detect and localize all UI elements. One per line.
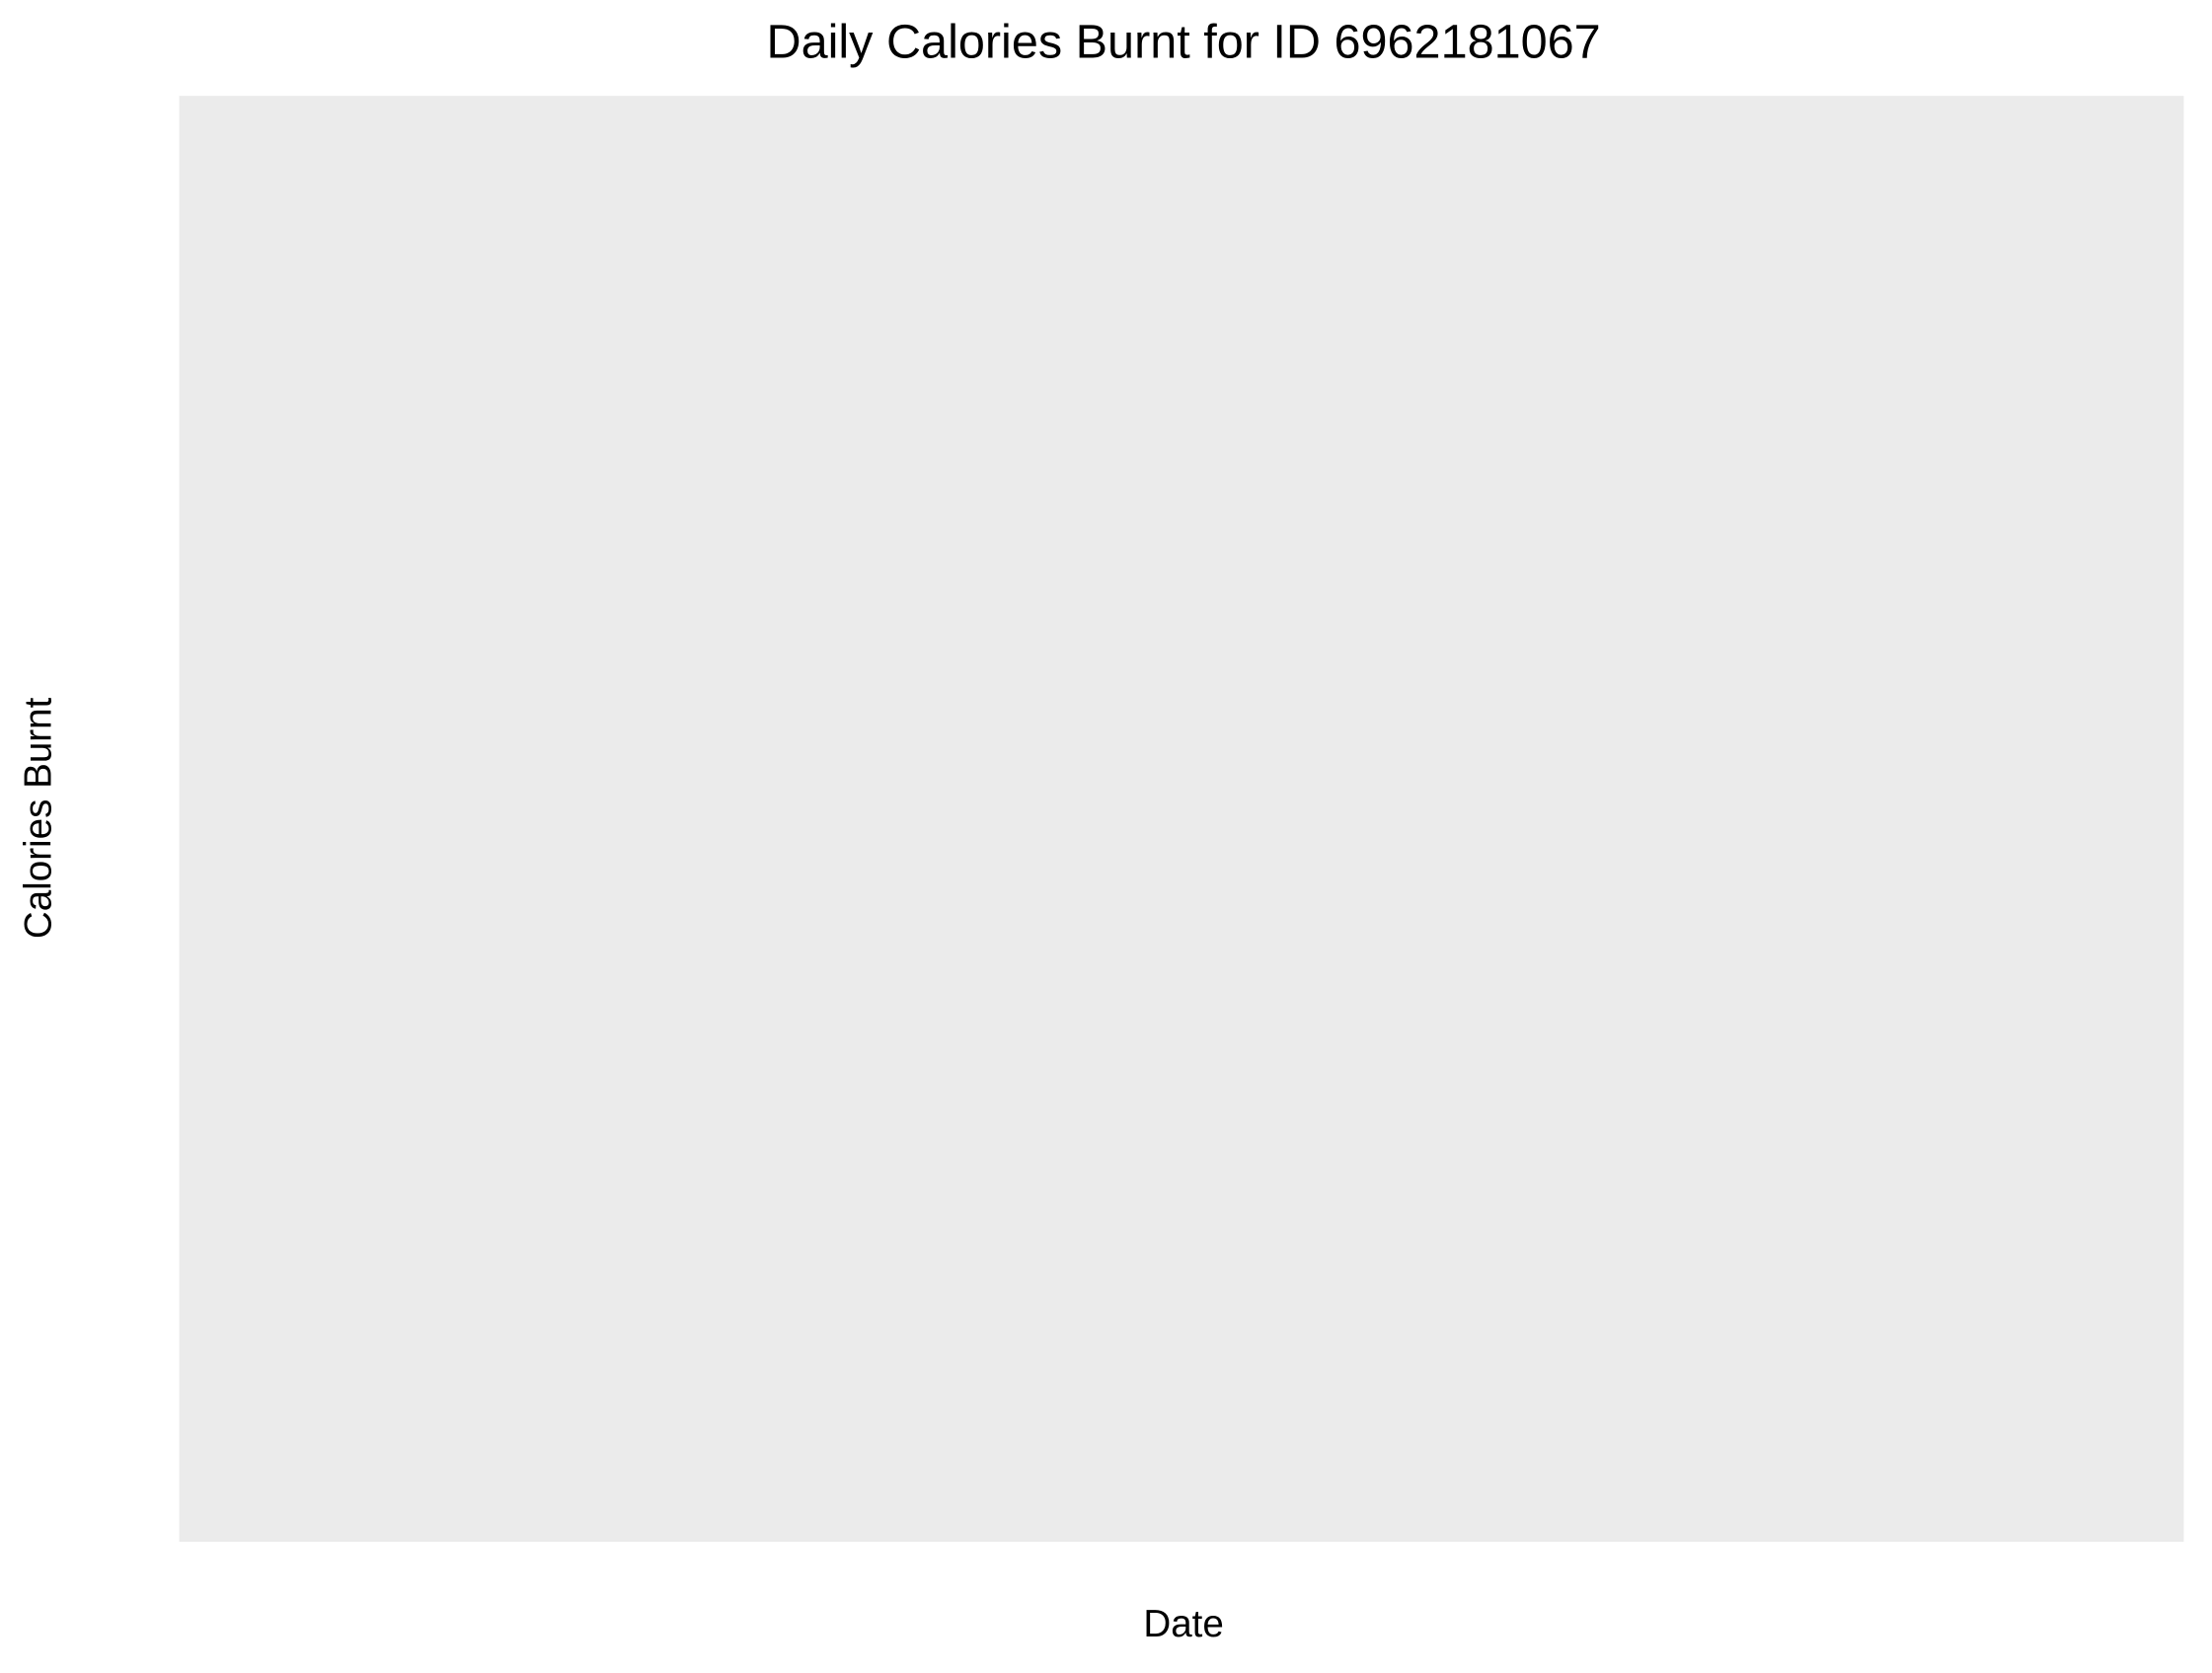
panel bbox=[179, 96, 2184, 1543]
y-axis-title: Calories Burnt bbox=[18, 697, 60, 939]
chart-title: Daily Calories Burnt for ID 6962181067 bbox=[767, 16, 1601, 69]
x-axis-title: Date bbox=[1143, 1603, 1224, 1645]
